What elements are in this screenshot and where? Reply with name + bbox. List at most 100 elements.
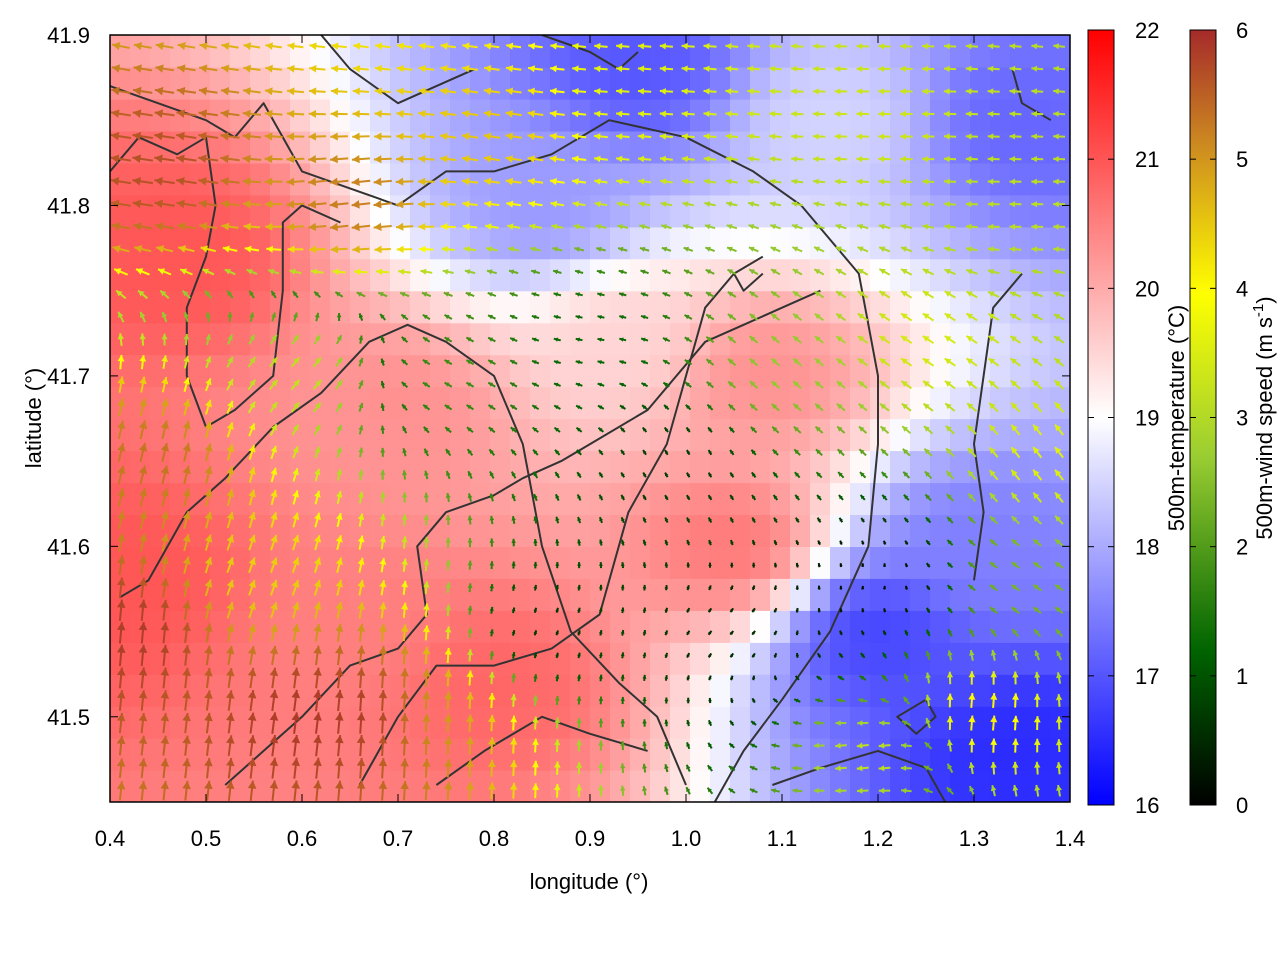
wind-arrow-head — [269, 735, 279, 744]
wind-arrow-head — [533, 471, 538, 477]
wind-arrow — [133, 42, 152, 51]
wind-arrow-head — [444, 669, 453, 677]
temperature-cell — [290, 482, 311, 515]
wind-arrow — [487, 381, 496, 388]
wind-arrow — [291, 757, 300, 779]
temperature-cell — [250, 322, 271, 356]
wind-arrow-head — [505, 87, 514, 95]
wind-arrow — [204, 488, 213, 507]
wind-arrow-head — [396, 65, 404, 73]
wind-arrow — [183, 355, 190, 369]
wind-arrow-head — [286, 222, 295, 231]
wind-arrow-head — [336, 313, 342, 318]
wind-arrow — [117, 510, 126, 530]
temperature-cell — [890, 482, 911, 515]
wind-arrow — [505, 177, 522, 186]
wind-arrow-head — [462, 223, 470, 231]
temperature-cell — [470, 67, 491, 100]
temperature-cell — [890, 98, 911, 132]
temperature-cell — [430, 194, 451, 228]
wind-arrow-head — [331, 65, 339, 73]
wind-arrow-head — [198, 86, 208, 96]
temperature-cell — [970, 546, 991, 579]
temperature-cell — [730, 578, 751, 611]
wind-arrow-head — [577, 652, 581, 657]
temperature-cell — [890, 450, 911, 484]
wind-arrow-head — [533, 630, 537, 635]
wind-arrow — [506, 200, 522, 208]
temperature-cell — [1050, 226, 1070, 260]
wind-arrow — [422, 758, 431, 778]
temperature-cell — [890, 642, 911, 675]
wind-arrow — [312, 356, 322, 368]
temperature-cell — [470, 226, 491, 260]
wind-arrow — [396, 132, 413, 141]
temperature-cell — [730, 35, 751, 68]
wind-arrow — [269, 557, 278, 574]
temperature-cell — [610, 35, 631, 68]
wind-arrow-head — [293, 291, 298, 297]
temperature-cell — [630, 130, 651, 164]
wind-arrow-head — [620, 719, 626, 724]
wind-arrow — [292, 490, 300, 505]
wind-arrow-head — [467, 649, 474, 656]
wind-arrow — [182, 533, 191, 552]
wind-arrow — [527, 132, 544, 141]
wind-arrow-head — [400, 781, 409, 790]
wind-arrow-head — [160, 398, 169, 407]
temperature-cell — [1010, 450, 1031, 484]
wind-arrow — [270, 445, 277, 460]
wind-arrow-head — [313, 712, 322, 721]
wind-arrow-head — [418, 42, 426, 50]
wind-arrow — [269, 423, 278, 436]
wind-arrow-head — [204, 712, 213, 722]
temperature-cell — [670, 770, 691, 802]
temperature-cell — [210, 322, 231, 356]
wind-arrow-head — [111, 64, 121, 73]
temperature-cell — [950, 418, 971, 452]
wind-arrow-head — [356, 689, 366, 699]
wind-arrow-head — [134, 245, 143, 253]
wind-arrow-head — [487, 759, 496, 768]
temperature-cell — [790, 162, 811, 196]
temperature-cell — [1010, 738, 1031, 771]
wind-arrow-head — [111, 86, 120, 96]
wind-arrow — [204, 623, 213, 643]
wind-arrow-head — [462, 87, 470, 95]
wind-arrow-head — [270, 445, 277, 453]
temperature-cell — [950, 386, 971, 420]
temperature-cell — [970, 194, 991, 228]
wind-arrow — [553, 426, 561, 433]
temperature-cell — [750, 578, 771, 611]
wind-arrow-head — [335, 579, 343, 588]
wind-arrow — [204, 399, 212, 415]
wind-arrow — [308, 110, 326, 118]
wind-arrow — [291, 623, 300, 642]
wind-arrow-head — [160, 465, 170, 475]
wind-arrow-head — [549, 155, 557, 163]
temperature-cell — [970, 226, 991, 260]
wind-arrow — [307, 200, 327, 209]
wind-arrow-head — [400, 758, 409, 767]
wind-arrow-head — [531, 783, 540, 790]
temperature-cell — [370, 290, 391, 324]
wind-arrow — [422, 404, 431, 411]
wind-arrow-head — [331, 42, 339, 50]
wind-arrow-head — [178, 245, 187, 253]
wind-arrow — [443, 291, 453, 298]
wind-arrow — [138, 735, 148, 756]
temperature-cell — [430, 98, 451, 132]
wind-arrow — [291, 734, 301, 757]
wind-arrow-head — [641, 360, 646, 365]
wind-arrow-head — [620, 607, 625, 612]
wind-arrow — [555, 652, 559, 659]
wind-arrow-head — [532, 360, 537, 365]
wind-arrow-head — [489, 651, 495, 656]
wind-arrow-head — [336, 425, 342, 431]
wind-arrow-head — [292, 602, 300, 611]
wind-arrow — [269, 712, 279, 734]
wind-arrow-head — [396, 87, 404, 96]
wind-arrow — [576, 674, 582, 682]
wind-arrow-head — [335, 689, 344, 699]
temperature-cell — [290, 450, 311, 484]
